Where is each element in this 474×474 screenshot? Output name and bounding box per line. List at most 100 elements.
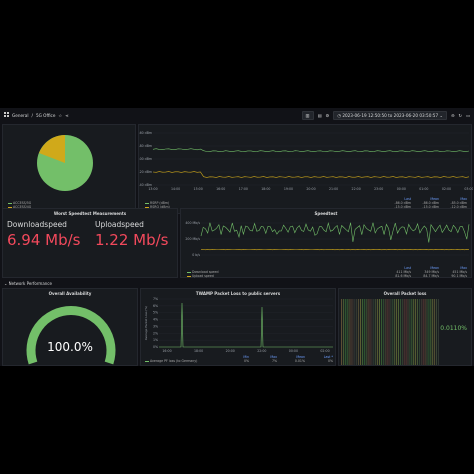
- legend-row[interactable]: RSRP (dBm) -86.0 dBm -86.0 dBm -85.0 dBm: [145, 201, 467, 205]
- x-tick-label: 17:00: [239, 187, 248, 191]
- sparkline-bar: [422, 299, 424, 365]
- row-label: Network Performance: [8, 281, 52, 286]
- chevron-down-icon: ⌄: [439, 113, 443, 118]
- sparkline-bar: [392, 299, 394, 365]
- availability-gauge: [26, 306, 116, 365]
- pie-panel: ACCESS/5G ACCESS/4G: [2, 124, 136, 214]
- panel-title: Overall Packet loss: [383, 291, 427, 296]
- pie-legend: ACCESS/5G ACCESS/4G: [8, 201, 31, 209]
- legend-header-cell: Last: [404, 197, 411, 201]
- x-tick-label: 13:00: [148, 187, 157, 191]
- sparkline-bar: [430, 299, 432, 365]
- sparkline-bar: [394, 299, 396, 365]
- legend-value: -86.0 dBm: [394, 201, 411, 205]
- row-header-network[interactable]: ⌄ Network Performance: [4, 281, 52, 286]
- zoom-out-icon[interactable]: ⊖: [451, 113, 455, 118]
- series-line-twamp: [159, 302, 333, 348]
- sparkline-bar: [428, 299, 430, 365]
- y-tick-label: -100 dBm: [139, 157, 152, 161]
- x-tick-label: 22:00: [352, 187, 361, 191]
- x-tick-label: 20:00: [306, 187, 315, 191]
- tv-icon[interactable]: ▭: [466, 113, 470, 118]
- sparkline-bar: [358, 299, 360, 365]
- legend-value: 0.01%: [294, 359, 305, 363]
- add-panel-button[interactable]: ▥: [301, 111, 314, 120]
- time-picker[interactable]: ◷ 2023-06-19 12:50:50 to 2023-06-20 03:5…: [333, 111, 447, 120]
- speedtest-legend: Last Mean Max Download speed 411 Mb/s 349 Mb…: [187, 266, 467, 278]
- download-label: Downloadspeed: [7, 220, 67, 229]
- legend-row[interactable]: RSRQ (dBm) -15.0 dBm -15.0 dBm -12.0 dBm: [145, 205, 467, 209]
- sparkline-bar: [382, 299, 384, 365]
- series-line-upload: [200, 248, 470, 251]
- legend-row[interactable]: Average PF loss (to Germany) 0% 7% 0.01% 0%: [145, 359, 333, 363]
- availability-value: 100.0%: [47, 340, 93, 354]
- signal-legend: Last Mean Max RSRP (dBm) -86.0 dBm -86.0 dBm…: [145, 197, 467, 209]
- breadcrumb-root[interactable]: General: [12, 112, 29, 118]
- sparkline-bar: [401, 299, 403, 365]
- refresh-icon[interactable]: ↻: [458, 113, 463, 118]
- y-tick-label: -80 dBm: [139, 144, 152, 148]
- x-tick-label: 19:00: [284, 187, 293, 191]
- legend-value: -85.0 dBm: [450, 201, 467, 205]
- sparkline-bar: [363, 299, 365, 365]
- y-tick-label: 5%: [153, 311, 158, 315]
- x-tick-label: 00:00: [397, 187, 406, 191]
- legend-header-cell: Min: [243, 355, 249, 359]
- legend-value: 84.7 Mb/s: [423, 274, 439, 278]
- worst-speedtest-panel: Worst Speedtest Measurements Downloadspe…: [2, 208, 178, 278]
- legend-value: 0%: [327, 359, 333, 363]
- x-tick-label: 00:00: [289, 349, 298, 353]
- sparkline-bar: [390, 299, 392, 365]
- legend-row[interactable]: Download speed 411 Mb/s 349 Mb/s 451 Mb/s: [187, 270, 467, 274]
- legend-item[interactable]: ACCESS/5G: [8, 201, 31, 205]
- legend-series-name: Upload speed: [187, 274, 214, 278]
- page-title[interactable]: 5G Office: [35, 112, 56, 118]
- packetloss-sparkline: [341, 299, 439, 365]
- sparkline-bar: [350, 299, 352, 365]
- legend-header: Last Mean Max: [187, 266, 467, 270]
- sparkline-bar: [396, 299, 398, 365]
- sparkline-bar: [426, 299, 428, 365]
- availability-panel: Overall Availability 100.0%: [2, 288, 138, 366]
- y-tick-label: 0%: [153, 345, 158, 349]
- sparkline-bar: [360, 299, 361, 365]
- upload-value: 1.22 Mb/s: [95, 231, 169, 249]
- legend-value: 0%: [243, 359, 249, 363]
- legend-header: Min Max Mean Last *: [145, 355, 333, 359]
- clock-icon: ◷: [337, 113, 341, 118]
- save-icon[interactable]: ▤: [317, 113, 322, 118]
- sparkline-bar: [418, 299, 420, 365]
- x-tick-label: 14:00: [171, 187, 180, 191]
- x-tick-label: 01:00: [419, 187, 428, 191]
- legend-value: 81.6 Mb/s: [395, 274, 411, 278]
- legend-item[interactable]: ACCESS/4G: [8, 205, 31, 209]
- legend-header-cell: Mean: [430, 197, 439, 201]
- sparkline-bar: [348, 299, 350, 365]
- legend-value: 349 Mb/s: [424, 270, 439, 274]
- legend-series-name: Average PF loss (to Germany): [145, 359, 197, 363]
- share-icon[interactable]: ⋖: [65, 112, 69, 118]
- settings-icon[interactable]: ⚙: [325, 113, 330, 118]
- sparkline-bar: [388, 299, 390, 365]
- legend-row[interactable]: Upload speed 81.6 Mb/s 84.7 Mb/s 90.1 Mb/s: [187, 274, 467, 278]
- x-tick-label: 18:00: [194, 349, 203, 353]
- legend-header-cell: Max: [460, 266, 467, 270]
- x-tick-label: 23:00: [374, 187, 383, 191]
- add-panel-icon: ▥: [305, 113, 310, 118]
- sparkline-bar: [399, 299, 401, 365]
- y-axis-label: Average Packet Loss (%): [144, 306, 148, 340]
- signal-chart: -60 dBm -80 dBm -100 dBm -120 dBm -140 dBm13…: [139, 131, 473, 191]
- sparkline-bar: [386, 299, 388, 365]
- sparkline-bar: [403, 299, 405, 365]
- star-icon[interactable]: ☆: [58, 112, 63, 118]
- y-tick-label: 400 Mb/s: [185, 221, 200, 225]
- x-tick-label: 15:00: [194, 187, 203, 191]
- sparkline-bar: [356, 299, 358, 365]
- sparkline-bar: [361, 299, 363, 365]
- x-tick-label: 03:00: [464, 187, 473, 191]
- panel-title: Speedtest: [314, 211, 338, 216]
- y-tick-label: -120 dBm: [139, 170, 152, 174]
- dashboard-icon[interactable]: [4, 112, 9, 118]
- sparkline-bar: [417, 299, 418, 365]
- panel-title: Overall Availability: [48, 291, 92, 296]
